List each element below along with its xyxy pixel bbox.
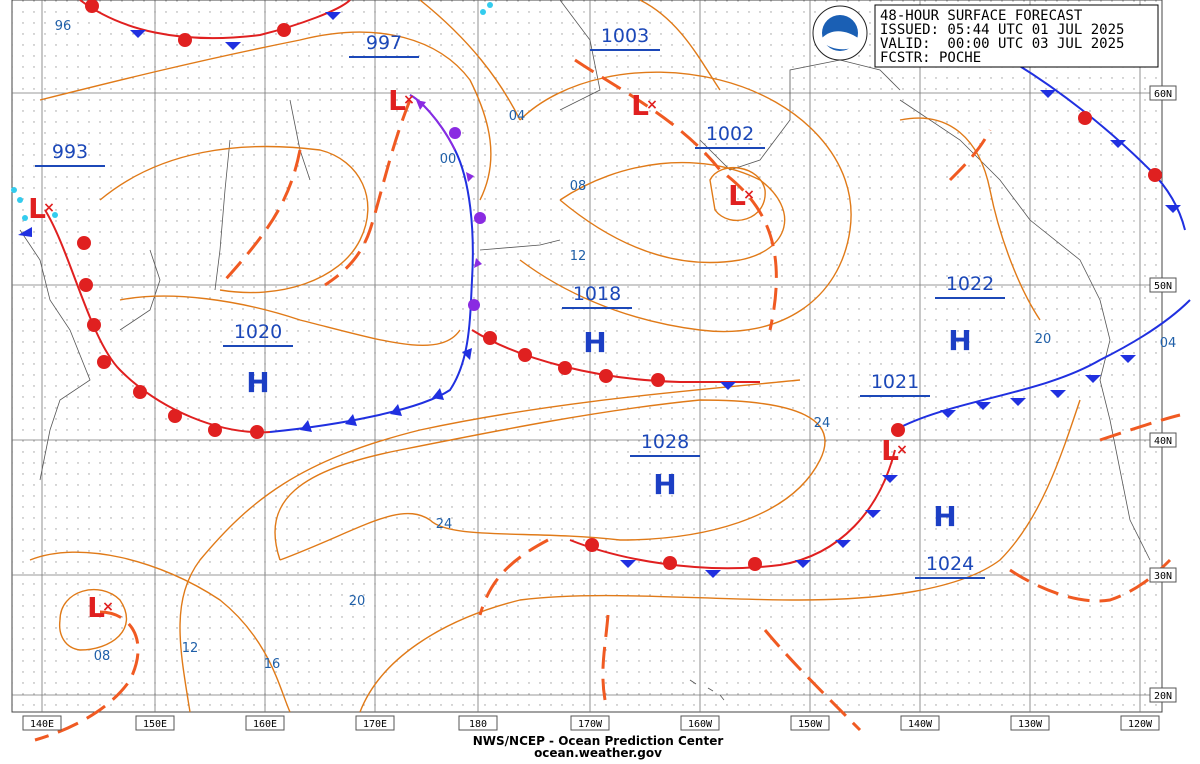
lon-label: 170E [363,719,387,730]
low-center: L [881,434,899,467]
lat-label: 50N [1154,281,1172,292]
low-center: L [631,89,649,122]
lat-label-box [1149,432,1177,448]
isobar-label: 04 [1160,336,1177,351]
lat-label: 30N [1154,571,1172,582]
lon-label-box [900,715,940,731]
isobar-label: 12 [182,641,199,656]
lon-label: 160W [688,719,713,730]
pressure-value: 1020 [234,321,282,343]
pressure-value: 1021 [871,371,919,393]
lon-label-box [570,715,610,731]
low-x: × [646,97,658,113]
isobar-label: 20 [349,594,366,609]
lon-label: 160E [253,719,277,730]
low-center: L [87,591,105,624]
lon-label-box [458,715,498,731]
isobar-label: 00 [440,152,457,167]
isobar-label: 20 [1035,332,1052,347]
low-x: × [743,187,755,203]
lon-label-box [1010,715,1050,731]
pressure-value: 1002 [706,123,754,145]
lon-label-box [790,715,830,731]
pressure-value: 997 [366,32,402,54]
header [812,4,1159,68]
pressure-value: 1024 [926,553,974,575]
graticule [12,0,1162,712]
isobar-label: 08 [570,179,587,194]
lon-label: 170W [578,719,603,730]
lat-label: 20N [1154,691,1172,702]
map-frame [11,0,1163,713]
header-line: FCSTR: POCHE [880,50,981,66]
lon-label-box [22,715,62,731]
low-center: L [388,84,406,117]
isobar-label: 24 [814,416,831,431]
pressure-value: 1022 [946,273,994,295]
high-center: H [948,324,971,357]
low-x: × [102,599,114,615]
lat-label: 40N [1154,436,1172,447]
isobars [29,0,1081,713]
low-x: × [403,92,415,108]
lat-label-box [1149,85,1177,101]
lat-label: 60N [1154,89,1172,100]
lon-label-box [355,715,395,731]
lat-label-box [1149,687,1177,703]
pressure-value: 1018 [573,283,621,305]
header-box [874,4,1159,68]
footer-line: NWS/NCEP - Ocean Prediction Center [473,734,724,748]
isobar-label: 16 [264,657,281,672]
lat-label-box [1149,277,1177,293]
map-background [12,0,1162,712]
lat-label-box [1149,567,1177,583]
low-x: × [43,200,55,216]
high-center: H [933,500,956,533]
noaa-logo-bird [822,31,858,50]
lon-label-box [135,715,175,731]
lon-label: 120W [1128,719,1153,730]
lon-label: 130W [1018,719,1043,730]
low-x: × [896,442,908,458]
troughs [34,58,1181,742]
lon-label: 150E [143,719,167,730]
labels: 140E 150E 160E 170E 180 170W 160W 150W 140W 130W 1… [22,19,1177,731]
fronts [11,0,1191,578]
high-center: H [246,366,269,399]
lon-label-box [245,715,285,731]
pressure-value: 1003 [601,25,649,47]
lon-label-box [1120,715,1160,731]
lon-label: 150W [798,719,823,730]
isobar-label: 96 [55,19,72,34]
header-line: VALID: 00:00 UTC 03 JUL 2025 [880,36,1124,52]
lon-label: 180 [469,719,487,730]
isobar-label: 12 [570,249,587,264]
low-center: L [28,192,46,225]
pressure-value: 993 [52,141,88,163]
header-line: 48-HOUR SURFACE FORECAST [880,8,1083,24]
pressure-value: 1028 [641,431,689,453]
isobar-label: 24 [436,517,453,532]
low-center: L [728,179,746,212]
lon-label-box [680,715,720,731]
high-center: H [583,326,606,359]
lon-label: 140E [30,719,54,730]
header-line: ISSUED: 05:44 UTC 01 JUL 2025 [880,22,1124,38]
isobar-label: 08 [94,649,111,664]
lon-label: 140W [908,719,933,730]
high-center: H [653,468,676,501]
footer-line: ocean.weather.gov [534,746,662,760]
isobar-label: 04 [509,109,526,124]
